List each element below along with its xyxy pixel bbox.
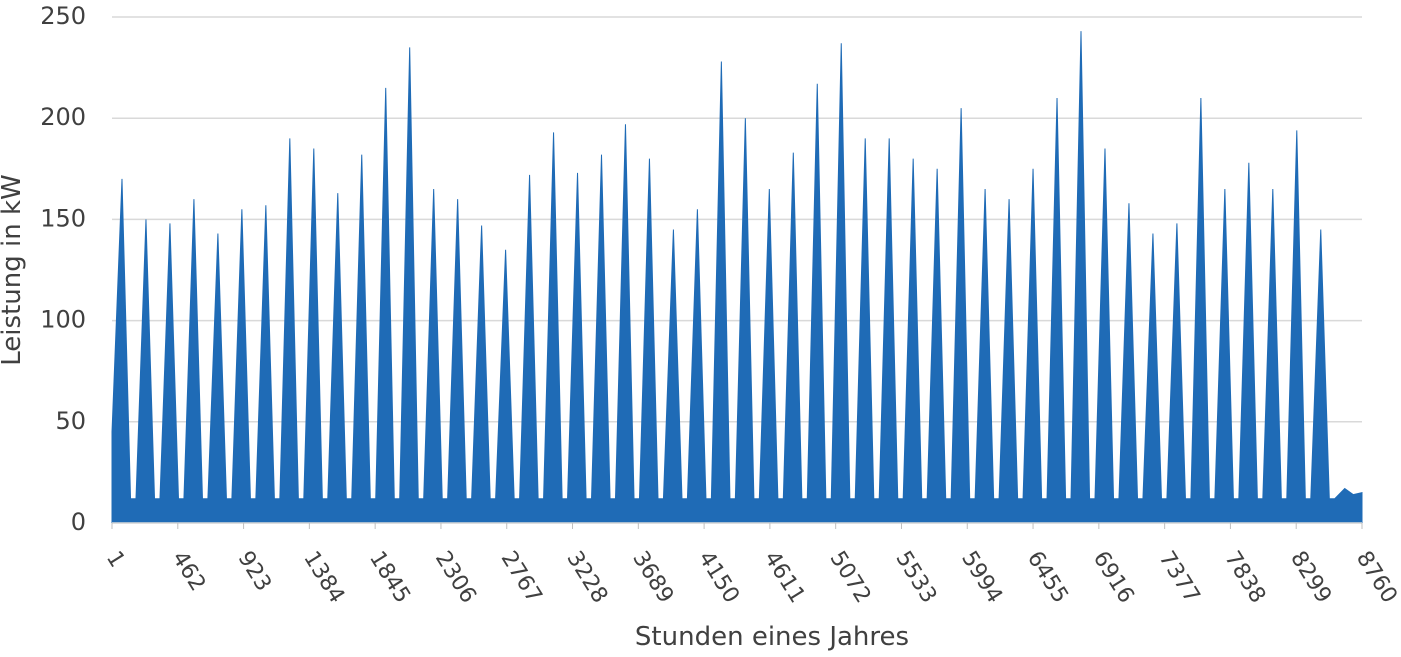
y-tick-label: 100 <box>40 306 86 334</box>
x-tick-label: 4150 <box>693 547 744 608</box>
x-tick-label: 5072 <box>825 547 876 608</box>
x-tick-label: 5533 <box>890 547 941 608</box>
x-tick-label: 8760 <box>1351 547 1401 608</box>
x-tick-label: 6916 <box>1088 547 1139 608</box>
y-tick-label: 200 <box>40 103 86 131</box>
x-tick-label: 1845 <box>364 547 415 608</box>
x-tick-label: 923 <box>232 547 275 596</box>
y-tick-label: 150 <box>40 204 86 232</box>
x-tick-label: 4611 <box>759 547 810 608</box>
x-tick-label: 462 <box>167 547 210 596</box>
y-axis-label: Leistung in kW <box>0 174 27 365</box>
x-tick-label: 1 <box>101 547 130 572</box>
x-tick-label: 8299 <box>1285 547 1336 608</box>
x-tick-label: 3228 <box>561 547 612 608</box>
y-tick-label: 0 <box>71 508 86 536</box>
y-tick-label: 50 <box>55 407 86 435</box>
x-axis-label: Stunden eines Jahres <box>635 622 909 652</box>
area <box>111 31 1363 524</box>
x-tick-label: 2767 <box>496 547 547 608</box>
x-tick-label: 6455 <box>1022 547 1073 608</box>
x-tick-label: 5994 <box>956 547 1007 608</box>
x-tick-label: 7838 <box>1219 547 1270 608</box>
x-tick-label: 3689 <box>627 547 678 608</box>
x-tick-label: 7377 <box>1154 547 1205 608</box>
x-tick-label: 1384 <box>298 547 349 608</box>
y-tick-label: 250 <box>40 2 86 30</box>
x-tick-label: 2306 <box>430 547 481 608</box>
